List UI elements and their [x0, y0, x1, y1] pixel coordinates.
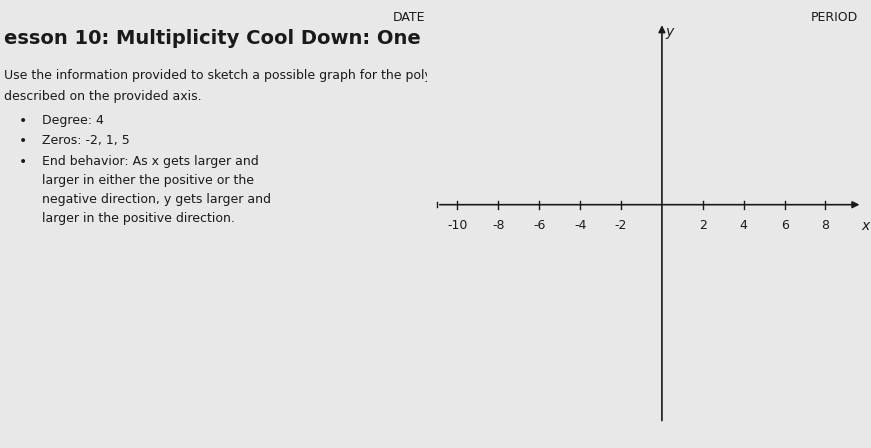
Text: 8: 8: [821, 219, 829, 232]
Text: Use the information provided to sketch a possible graph for the polynomial funct: Use the information provided to sketch a…: [4, 69, 530, 82]
Text: Zeros: -2, 1, 5: Zeros: -2, 1, 5: [42, 134, 130, 147]
Text: Degree: 4: Degree: 4: [42, 114, 104, 127]
Text: 2: 2: [699, 219, 706, 232]
Text: negative direction, y gets larger and: negative direction, y gets larger and: [42, 193, 271, 206]
Text: x: x: [861, 219, 869, 233]
Text: described on the provided axis.: described on the provided axis.: [4, 90, 202, 103]
Text: -6: -6: [533, 219, 545, 232]
Text: larger in the positive direction.: larger in the positive direction.: [42, 212, 234, 225]
Text: End behavior: As x gets larger and: End behavior: As x gets larger and: [42, 155, 259, 168]
Text: PERIOD: PERIOD: [811, 11, 858, 24]
Text: larger in either the positive or the: larger in either the positive or the: [42, 174, 253, 187]
Text: -8: -8: [492, 219, 504, 232]
Text: -2: -2: [615, 219, 627, 232]
Text: •: •: [19, 155, 27, 168]
Text: •: •: [19, 134, 27, 148]
Text: DATE: DATE: [393, 11, 426, 24]
Text: •: •: [19, 114, 27, 128]
Text: esson 10: Multiplicity Cool Down: One Last Sketch: esson 10: Multiplicity Cool Down: One La…: [4, 29, 556, 48]
Text: -4: -4: [574, 219, 586, 232]
Text: -10: -10: [448, 219, 468, 232]
Text: 6: 6: [780, 219, 788, 232]
Text: 4: 4: [739, 219, 747, 232]
Text: y: y: [665, 25, 674, 39]
